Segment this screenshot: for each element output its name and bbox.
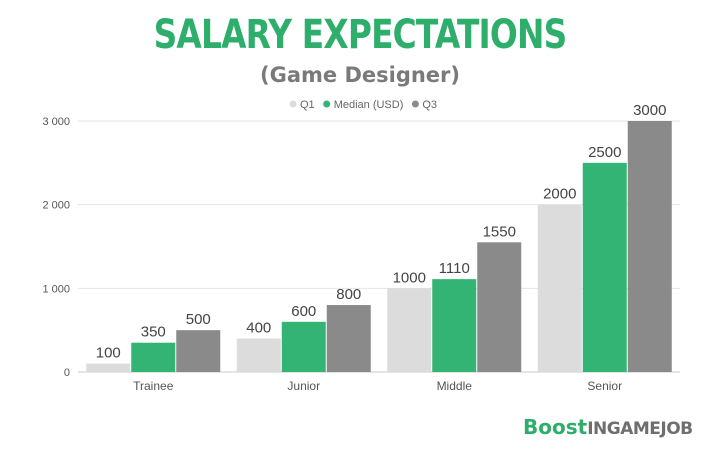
legend-entry: Median (USD) — [334, 99, 404, 111]
y-tick-label: 0 — [64, 367, 70, 379]
y-tick-label: 1 000 — [42, 283, 70, 295]
legend-marker — [289, 100, 297, 108]
bar — [326, 305, 371, 372]
bar — [131, 342, 176, 372]
data-label: 2500 — [588, 144, 621, 161]
data-label: 1000 — [393, 269, 426, 286]
x-axis-labels: Trainee Junior Middle Senior — [133, 379, 622, 393]
bar — [432, 279, 477, 372]
data-label: 400 — [246, 320, 271, 337]
legend-marker — [323, 100, 331, 108]
y-tick-label: 3 000 — [42, 116, 70, 128]
data-label: 3000 — [633, 102, 666, 119]
x-category-label: Middle — [437, 379, 473, 393]
brand-logo: BoostINGAMEJOB — [523, 414, 693, 442]
data-label: 1110 — [439, 260, 470, 277]
chart-subtitle: (Game Designer) — [260, 63, 460, 87]
bar — [176, 330, 221, 372]
data-label: 350 — [141, 324, 166, 341]
data-label: 100 — [96, 345, 121, 362]
bar — [537, 204, 582, 372]
bar — [236, 338, 281, 372]
brand-logo-boost: Boost — [523, 415, 588, 439]
bar — [477, 242, 522, 372]
chart-title: SALARY EXPECTATIONS — [153, 12, 568, 58]
bar — [86, 363, 131, 372]
data-label: 1550 — [483, 223, 516, 240]
x-category-label: Senior — [587, 379, 622, 393]
bar — [387, 288, 432, 372]
x-category-label: Trainee — [133, 379, 174, 393]
data-labels: 100 350 500 400 600 800 1000 1110 1550 2000 2500 30… — [96, 102, 667, 362]
brand-logo-ingamejob: INGAMEJOB — [587, 419, 693, 439]
legend-entry: Q1 — [300, 99, 315, 111]
data-label: 800 — [336, 286, 361, 303]
x-category-label: Junior — [287, 379, 320, 393]
data-label: 2000 — [543, 186, 576, 203]
bar — [627, 121, 672, 372]
bar — [281, 321, 326, 372]
legend: Q1 Median (USD) Q3 — [289, 99, 437, 111]
legend-entry: Q3 — [422, 99, 437, 111]
bar — [582, 162, 627, 372]
data-label: 500 — [186, 311, 211, 328]
y-axis-ticks: 0 1 000 2 000 3 000 — [42, 116, 70, 379]
data-label: 600 — [291, 303, 316, 320]
y-tick-label: 2 000 — [42, 200, 70, 212]
legend-marker — [411, 100, 419, 108]
bars — [86, 121, 672, 372]
